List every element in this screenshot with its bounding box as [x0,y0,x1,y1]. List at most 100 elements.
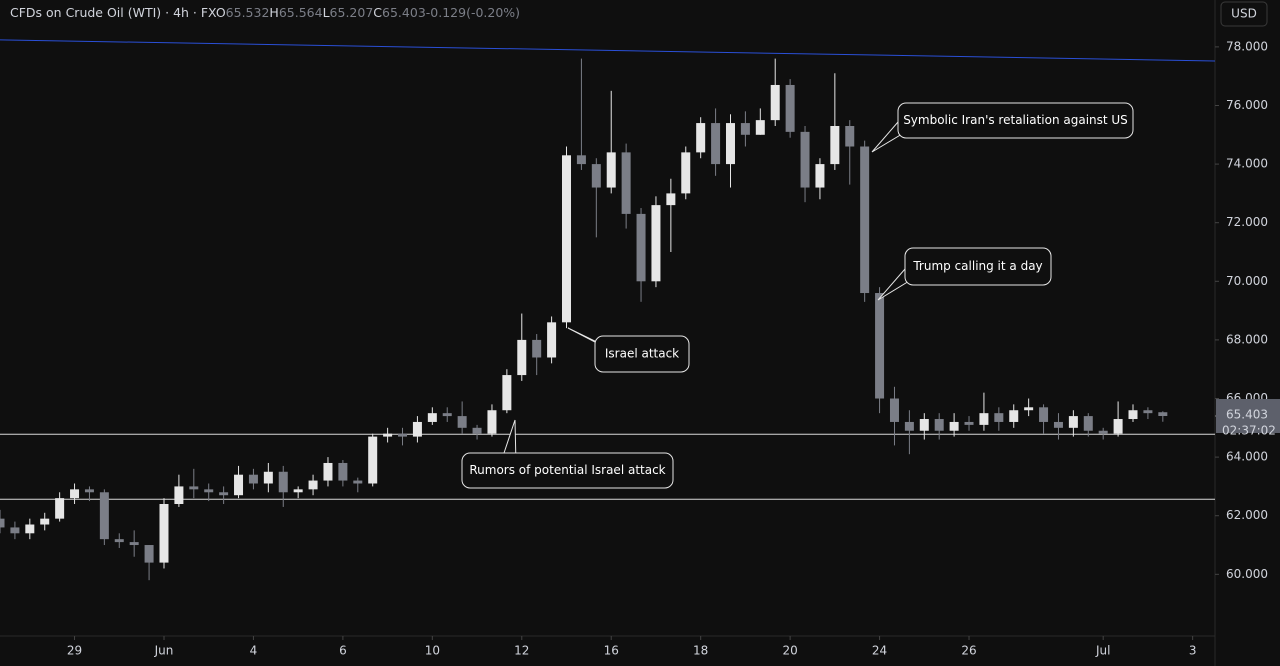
candle-body [666,193,676,206]
candle-body [830,126,840,165]
y-tick-label: 68.000 [1226,332,1268,346]
candle-body [472,427,482,434]
x-tick-label: 3 [1189,644,1197,658]
candle-body [1009,410,1019,422]
candle-body [740,123,750,135]
y-tick-label: 70.000 [1226,274,1268,288]
candle-body [40,518,50,525]
candle-body [383,433,393,437]
candle-body [10,527,20,534]
candle-body [457,416,467,428]
candle-body [502,375,512,411]
candle-body [755,120,765,135]
x-tick-label: 10 [425,644,440,658]
ohlc-letter: O [216,5,226,20]
countdown: 02:37:02 [1222,424,1276,438]
callout-box [461,452,674,489]
y-tick-label: 60.000 [1226,567,1268,581]
candle-body [889,398,899,422]
candle-body [159,504,169,563]
y-tick-label: 72.000 [1226,215,1268,229]
ohlc-value: 65.532 [226,5,270,20]
candle-body [860,146,870,294]
candle-body [785,84,795,132]
callout-box [904,247,1052,286]
candle-body [845,126,855,147]
candle-body [904,421,914,431]
candle-body [204,489,214,493]
ohlc-value: 65.403 [382,5,426,20]
candle-body [934,419,944,431]
candle-body [353,480,363,484]
currency-box[interactable] [1220,1,1268,27]
candle-body [1068,416,1078,428]
annotation: Trump calling it a day [912,259,1042,273]
candle-body [487,410,497,434]
currency[interactable]: USD [1231,7,1257,21]
candle-body [114,539,124,543]
ohlc-value: 65.207 [330,5,374,20]
candle-body [547,322,557,358]
ohlc-letter: L [323,5,330,20]
candle-body [621,152,631,214]
candle-body [368,436,378,484]
candle-body [0,518,5,528]
plot: Symbolic Iran's retaliation against US Tr… [0,39,1216,581]
candle-body [875,293,885,399]
candle-body [1128,410,1138,420]
price-label-box [1216,399,1280,434]
candle-body [338,462,348,481]
ohlc-value: 65.564 [279,5,323,20]
candle-body [234,474,244,496]
y-tick-label: 76.000 [1226,98,1268,112]
candle-body [1113,419,1123,434]
y-tick-label: 62.000 [1226,508,1268,522]
candle-body [606,152,616,188]
candle-body [636,213,646,282]
y-tick-label: 74.000 [1226,157,1268,171]
candle-body [1098,430,1108,434]
y-tick-label: 64.000 [1226,450,1268,464]
change: -0.129 [426,5,466,20]
candle-body [1053,421,1063,428]
annotation: Israel attack [605,347,679,361]
candle-body [517,339,527,376]
candle-body [398,433,408,437]
candle-body [412,421,422,437]
candle-body [129,542,139,546]
callout-box [897,102,1134,139]
candle-body [576,155,586,165]
x-tick-label: 29 [67,644,82,658]
candle-body [1024,407,1034,411]
candle-body [1143,410,1153,414]
candle-body [562,155,572,323]
candle-body [979,413,989,425]
candle-body [1083,416,1093,431]
x-tick-label: Jun [154,644,174,658]
candle-body [1158,412,1168,417]
candle-body [591,164,601,188]
candle-body [815,164,825,188]
ohlc-letter: C [373,5,382,20]
x-tick-label: Jul [1095,644,1110,658]
candle-body [725,123,735,165]
candle-body [949,421,959,431]
candle-body [800,131,810,188]
x-tick-label: 4 [250,644,258,658]
candle-body [770,84,780,121]
candle-body [696,123,706,153]
annotation: Rumors of potential Israel attack [469,463,665,477]
candle-body [219,492,229,496]
candle-body [70,489,80,499]
x-tick-label: 12 [514,644,529,658]
y-tick-label: 78.000 [1226,39,1268,53]
candle-body [964,421,974,425]
last-price: 65.403 [1226,408,1268,422]
candle-body [427,413,437,422]
candle-body [681,152,691,194]
header-text: CFDs on Crude Oil (WTI) · 4h · FXO65.532… [10,5,520,20]
callout-box [594,335,690,373]
change-pct: (-0.20%) [466,5,520,20]
header: CFDs on Crude Oil (WTI) · 4h · FXO65.532… [10,5,520,20]
